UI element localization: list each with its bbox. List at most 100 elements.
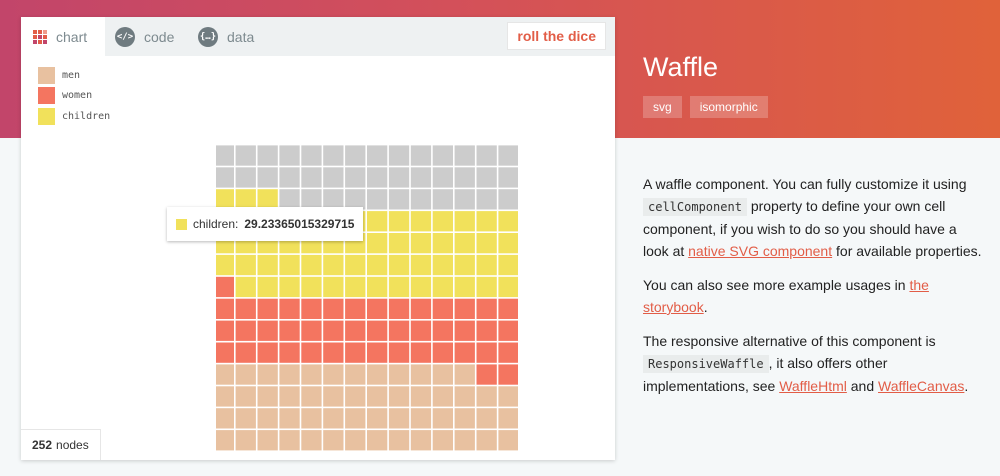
waffle-cell-women[interactable] [323, 342, 344, 363]
waffle-cell-children[interactable] [301, 276, 322, 298]
waffle-cell-empty[interactable] [476, 189, 497, 210]
waffle-cell-empty[interactable] [432, 145, 453, 166]
waffle-cell-empty[interactable] [301, 145, 322, 166]
waffle-chart[interactable] [216, 64, 518, 452]
waffle-cell-children[interactable] [432, 254, 453, 276]
waffle-cell-empty[interactable] [301, 189, 322, 210]
waffle-cell-women[interactable] [216, 298, 234, 319]
waffle-cell-children[interactable] [410, 211, 432, 232]
waffle-cell-women[interactable] [476, 320, 497, 341]
waffle-cell-women[interactable] [235, 320, 256, 341]
waffle-cell-men[interactable] [454, 364, 475, 385]
waffle-cell-men[interactable] [235, 364, 256, 385]
waffle-cell-empty[interactable] [279, 167, 300, 188]
tab-data[interactable]: {…} data [196, 17, 254, 56]
waffle-cell-children[interactable] [367, 233, 388, 254]
waffle-cell-women[interactable] [498, 298, 518, 319]
tab-code[interactable]: </> code [113, 17, 174, 56]
waffle-cell-children[interactable] [235, 254, 256, 276]
waffle-cell-children[interactable] [279, 254, 300, 276]
waffle-cell-women[interactable] [432, 342, 453, 363]
waffle-cell-women[interactable] [216, 342, 234, 363]
waffle-cell-men[interactable] [257, 408, 278, 429]
waffle-cell-men[interactable] [498, 430, 518, 451]
waffle-cell-men[interactable] [367, 408, 388, 429]
waffle-cell-women[interactable] [388, 298, 410, 319]
waffle-cell-men[interactable] [323, 430, 344, 451]
native-svg-component-link[interactable]: native SVG component [688, 243, 833, 259]
waffle-cell-children[interactable] [476, 254, 497, 276]
waffle-cell-women[interactable] [279, 320, 300, 341]
waffle-cell-women[interactable] [345, 298, 366, 319]
roll-dice-button[interactable]: roll the dice [507, 22, 606, 50]
waffle-cell-empty[interactable] [279, 189, 300, 210]
waffle-cell-empty[interactable] [454, 145, 475, 166]
waffle-cell-women[interactable] [279, 342, 300, 363]
waffle-cell-children[interactable] [498, 233, 518, 254]
waffle-cell-men[interactable] [235, 386, 256, 407]
waffle-cell-children[interactable] [432, 233, 453, 254]
waffle-cell-empty[interactable] [235, 145, 256, 166]
waffle-cell-women[interactable] [454, 298, 475, 319]
waffle-cell-men[interactable] [257, 386, 278, 407]
waffle-cell-men[interactable] [454, 430, 475, 451]
waffle-cell-women[interactable] [257, 342, 278, 363]
waffle-cell-empty[interactable] [498, 145, 518, 166]
waffle-cell-children[interactable] [367, 276, 388, 298]
waffle-cell-women[interactable] [345, 342, 366, 363]
waffle-cell-children[interactable] [367, 254, 388, 276]
waffle-cell-empty[interactable] [454, 167, 475, 188]
waffle-cell-empty[interactable] [498, 167, 518, 188]
waffle-cell-empty[interactable] [410, 189, 432, 210]
waffle-cell-children[interactable] [345, 254, 366, 276]
waffle-cell-men[interactable] [235, 430, 256, 451]
waffle-cell-empty[interactable] [454, 189, 475, 210]
waffle-cell-children[interactable] [498, 254, 518, 276]
waffle-cell-women[interactable] [367, 298, 388, 319]
waffle-cell-men[interactable] [388, 430, 410, 451]
waffle-cell-children[interactable] [216, 189, 234, 210]
waffle-cell-men[interactable] [323, 408, 344, 429]
waffle-cell-men[interactable] [454, 408, 475, 429]
waffle-cell-men[interactable] [410, 364, 432, 385]
waffle-cell-children[interactable] [410, 276, 432, 298]
waffle-cell-men[interactable] [454, 386, 475, 407]
waffle-cell-men[interactable] [388, 408, 410, 429]
waffle-cell-men[interactable] [410, 408, 432, 429]
waffle-cell-men[interactable] [432, 386, 453, 407]
waffle-cell-women[interactable] [410, 298, 432, 319]
waffle-cell-men[interactable] [301, 386, 322, 407]
waffle-cell-women[interactable] [454, 320, 475, 341]
waffle-cell-women[interactable] [279, 298, 300, 319]
waffle-cell-empty[interactable] [388, 189, 410, 210]
waffle-cell-men[interactable] [279, 364, 300, 385]
waffle-cell-women[interactable] [498, 320, 518, 341]
waffle-cell-children[interactable] [388, 211, 410, 232]
waffle-cell-empty[interactable] [498, 189, 518, 210]
waffle-cell-men[interactable] [323, 364, 344, 385]
waffle-cell-children[interactable] [454, 211, 475, 232]
waffle-cell-men[interactable] [345, 386, 366, 407]
waffle-cell-women[interactable] [235, 342, 256, 363]
waffle-cell-empty[interactable] [345, 189, 366, 210]
waffle-cell-men[interactable] [432, 430, 453, 451]
waffle-cell-women[interactable] [301, 320, 322, 341]
waffle-cell-women[interactable] [410, 320, 432, 341]
waffle-cell-children[interactable] [454, 233, 475, 254]
waffle-cell-men[interactable] [476, 408, 497, 429]
waffle-cell-empty[interactable] [432, 189, 453, 210]
waffle-cell-men[interactable] [476, 430, 497, 451]
waffle-cell-men[interactable] [476, 386, 497, 407]
waffle-cell-children[interactable] [432, 276, 453, 298]
waffle-cell-children[interactable] [410, 254, 432, 276]
waffle-cell-women[interactable] [216, 276, 234, 298]
waffle-cell-empty[interactable] [367, 167, 388, 188]
waffle-cell-women[interactable] [367, 342, 388, 363]
waffle-cell-children[interactable] [323, 276, 344, 298]
waffle-cell-empty[interactable] [345, 145, 366, 166]
waffle-cell-men[interactable] [345, 430, 366, 451]
tab-chart[interactable]: chart [21, 17, 105, 56]
waffle-cell-empty[interactable] [301, 167, 322, 188]
waffle-cell-men[interactable] [345, 408, 366, 429]
waffle-cell-empty[interactable] [257, 167, 278, 188]
